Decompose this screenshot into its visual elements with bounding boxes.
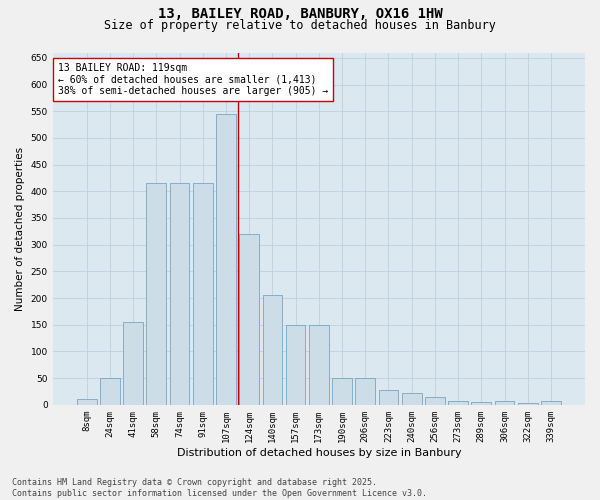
Text: 13, BAILEY ROAD, BANBURY, OX16 1HW: 13, BAILEY ROAD, BANBURY, OX16 1HW <box>158 8 442 22</box>
Bar <box>309 325 329 405</box>
Bar <box>239 234 259 405</box>
Text: Size of property relative to detached houses in Banbury: Size of property relative to detached ho… <box>104 19 496 32</box>
Bar <box>472 402 491 405</box>
Bar <box>541 400 561 405</box>
Bar <box>123 322 143 405</box>
Bar <box>170 184 190 405</box>
X-axis label: Distribution of detached houses by size in Banbury: Distribution of detached houses by size … <box>176 448 461 458</box>
Text: 13 BAILEY ROAD: 119sqm
← 60% of detached houses are smaller (1,413)
38% of semi-: 13 BAILEY ROAD: 119sqm ← 60% of detached… <box>58 63 328 96</box>
Bar <box>77 400 97 405</box>
Bar <box>263 296 282 405</box>
Bar <box>216 114 236 405</box>
Text: Contains HM Land Registry data © Crown copyright and database right 2025.
Contai: Contains HM Land Registry data © Crown c… <box>12 478 427 498</box>
Bar <box>100 378 120 405</box>
Bar <box>379 390 398 405</box>
Bar <box>193 184 212 405</box>
Bar <box>355 378 375 405</box>
Bar <box>448 400 468 405</box>
Bar <box>286 325 305 405</box>
Bar <box>518 402 538 405</box>
Bar <box>146 184 166 405</box>
Bar <box>332 378 352 405</box>
Bar <box>402 393 422 405</box>
Bar <box>425 397 445 405</box>
Y-axis label: Number of detached properties: Number of detached properties <box>15 146 25 310</box>
Bar <box>494 400 514 405</box>
